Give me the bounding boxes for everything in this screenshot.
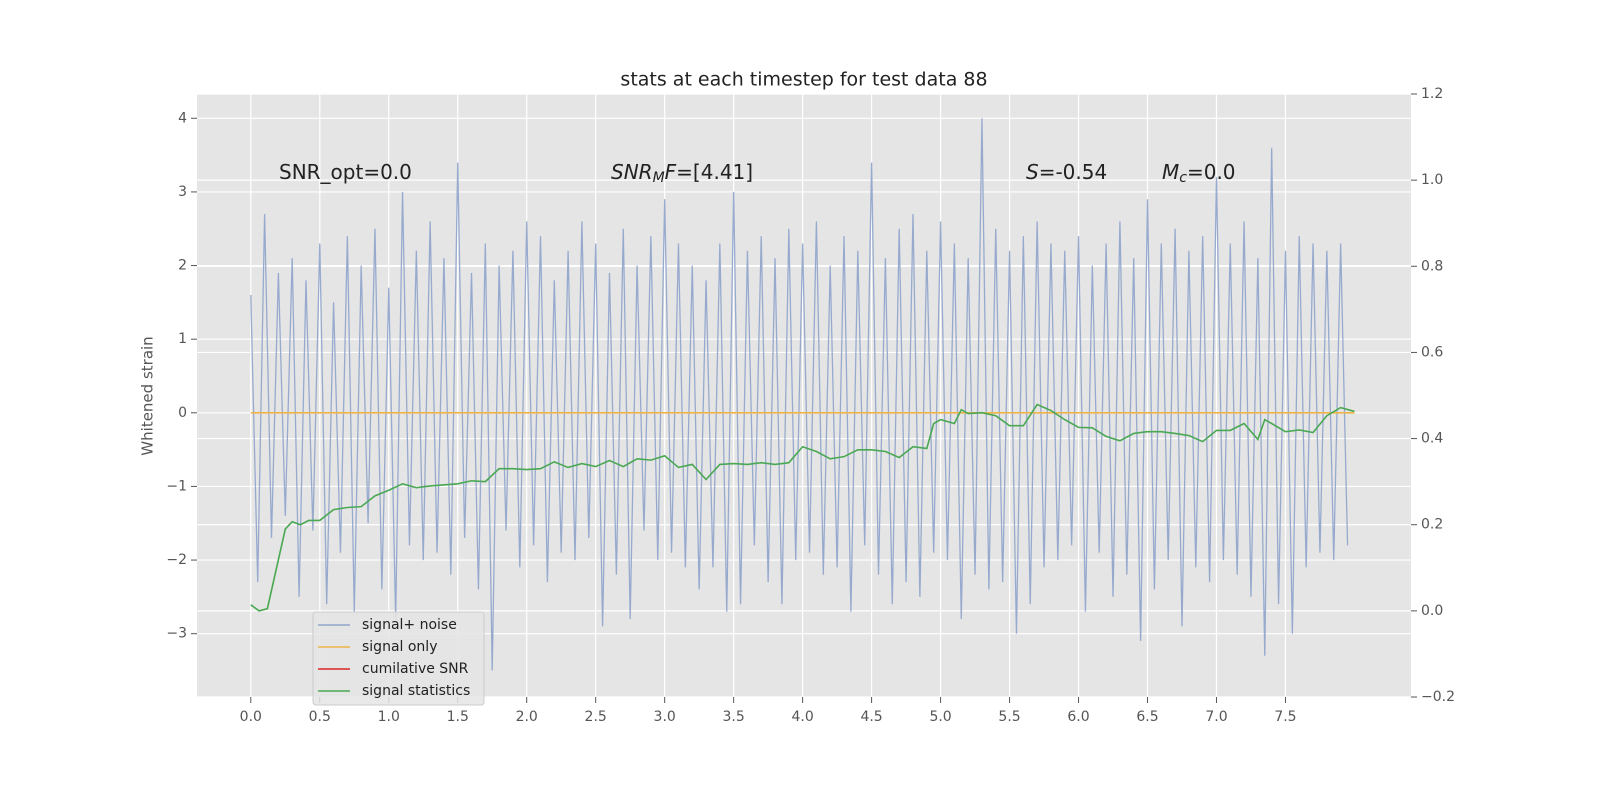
y2-tick-label: 0.6: [1421, 344, 1443, 360]
annotation: SNR_opt=0.0: [279, 160, 412, 184]
x-tick-label: 7.0: [1205, 709, 1227, 725]
y-tick-label: −1: [166, 478, 187, 494]
annotation-part: =0.0: [1187, 160, 1236, 184]
x-tick-label: 1.5: [447, 709, 469, 725]
annotation-part: S: [1026, 160, 1039, 184]
legend-label: signal statistics: [362, 683, 470, 699]
x-tick-label: 5.5: [998, 709, 1020, 725]
x-tick-label: 6.5: [1136, 709, 1158, 725]
series-line: [250, 403, 1355, 612]
x-tick-label: 2.5: [585, 709, 607, 725]
series-line: [250, 118, 1349, 671]
x-tick-label: 4.5: [860, 709, 882, 725]
y2-tick-label: 0.0: [1421, 603, 1443, 619]
legend-label: signal+ noise: [362, 617, 457, 633]
x-tick-label: 3.5: [723, 709, 745, 725]
x-tick-label: 0.5: [309, 709, 331, 725]
x-tick-label: 5.0: [929, 709, 951, 725]
annotation-part: M: [1162, 160, 1179, 184]
legend-label: signal only: [362, 639, 437, 655]
x-tick-label: 1.0: [378, 709, 400, 725]
x-tick-label: 2.0: [516, 709, 538, 725]
annotation-part: M: [653, 170, 665, 186]
y-tick-label: 2: [178, 258, 187, 274]
x-tick-label: 0.0: [240, 709, 262, 725]
y2-tick-label: 0.2: [1421, 517, 1443, 533]
y-tick-label: 3: [178, 184, 187, 200]
annotation-part: =-0.54: [1039, 160, 1108, 184]
y-tick-label: 4: [178, 110, 187, 126]
y-axis-label: Whitened strain: [139, 336, 157, 455]
annotation: Mc=0.0: [1162, 160, 1236, 187]
y-tick-label: −3: [166, 626, 187, 642]
annotation-part: =[4.41]: [676, 160, 753, 184]
annotation-part: SNR: [611, 160, 653, 184]
y-tick-label: −2: [166, 552, 187, 568]
annotation-part: SNR_opt=0.0: [279, 160, 412, 184]
annotation-part: c: [1179, 170, 1187, 186]
y2-tick-label: 1.0: [1421, 172, 1443, 188]
x-tick-label: 7.5: [1274, 709, 1296, 725]
x-tick-label: 3.0: [654, 709, 676, 725]
y2-tick-label: 0.8: [1421, 258, 1443, 274]
legend-box: [312, 611, 485, 706]
legend-label: cumilative SNR: [362, 661, 469, 677]
y-tick-label: 1: [178, 331, 187, 347]
plot-area: [197, 94, 1411, 697]
annotation: S=-0.54: [1026, 160, 1107, 184]
x-tick-label: 4.0: [791, 709, 813, 725]
annotation: SNRMF=[4.41]: [611, 160, 753, 187]
y2-tick-label: 0.4: [1421, 431, 1443, 447]
y2-tick-label: 1.2: [1421, 86, 1443, 102]
chart-title: stats at each timestep for test data 88: [620, 69, 987, 91]
x-tick-label: 6.0: [1067, 709, 1089, 725]
annotation-part: F: [665, 160, 677, 184]
y2-tick-label: −0.2: [1421, 689, 1455, 705]
y-tick-label: 0: [178, 405, 187, 421]
